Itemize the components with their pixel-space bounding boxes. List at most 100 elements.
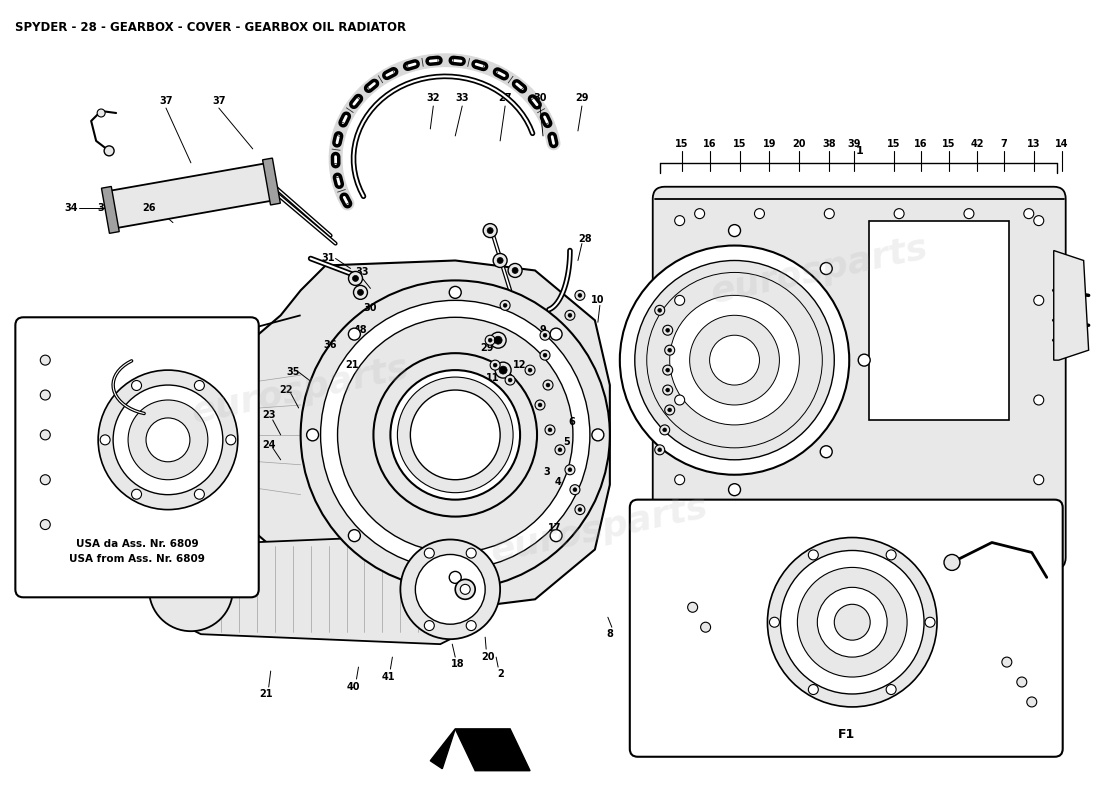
- Circle shape: [798, 567, 908, 677]
- Text: 42: 42: [970, 139, 983, 149]
- Text: 15: 15: [675, 139, 689, 149]
- Bar: [869, 221, 1009, 420]
- Text: 14: 14: [1055, 139, 1068, 149]
- Circle shape: [41, 355, 51, 365]
- Circle shape: [666, 328, 670, 332]
- Text: 27: 27: [498, 93, 512, 103]
- Text: 17: 17: [548, 522, 562, 533]
- Text: 50: 50: [95, 332, 108, 342]
- Text: 36: 36: [323, 340, 338, 350]
- Circle shape: [662, 326, 673, 335]
- Text: 16: 16: [703, 139, 716, 149]
- Text: 29: 29: [575, 93, 589, 103]
- Circle shape: [1016, 677, 1026, 687]
- Text: 30: 30: [364, 303, 377, 314]
- Text: 49: 49: [156, 332, 169, 342]
- Circle shape: [544, 425, 556, 435]
- Circle shape: [485, 335, 495, 345]
- Circle shape: [493, 363, 497, 367]
- Text: 33: 33: [355, 267, 370, 278]
- Text: 29: 29: [481, 343, 494, 353]
- Circle shape: [113, 385, 223, 494]
- Circle shape: [546, 383, 550, 387]
- Circle shape: [100, 435, 110, 445]
- Circle shape: [592, 429, 604, 441]
- Circle shape: [688, 602, 697, 612]
- Text: 12: 12: [689, 607, 703, 618]
- Circle shape: [834, 604, 870, 640]
- Text: 47: 47: [1008, 687, 1022, 697]
- Polygon shape: [455, 729, 530, 770]
- Text: 15: 15: [943, 139, 956, 149]
- Circle shape: [944, 554, 960, 570]
- Text: 26: 26: [142, 202, 156, 213]
- Circle shape: [674, 295, 684, 306]
- Circle shape: [568, 468, 572, 472]
- Circle shape: [578, 294, 582, 298]
- Text: 30: 30: [34, 530, 48, 539]
- Circle shape: [768, 538, 937, 707]
- Circle shape: [664, 345, 674, 355]
- Text: 44: 44: [769, 514, 782, 525]
- Circle shape: [635, 261, 834, 460]
- Circle shape: [495, 362, 512, 378]
- Circle shape: [491, 360, 501, 370]
- Circle shape: [666, 388, 670, 392]
- Text: 39: 39: [847, 139, 861, 149]
- Text: 28: 28: [579, 234, 592, 243]
- Circle shape: [307, 429, 319, 441]
- Polygon shape: [226, 261, 609, 610]
- Circle shape: [425, 621, 435, 630]
- Text: 22: 22: [279, 385, 293, 395]
- Circle shape: [662, 365, 673, 375]
- Text: 7: 7: [1001, 139, 1008, 149]
- Circle shape: [195, 490, 205, 499]
- Circle shape: [668, 408, 672, 412]
- Text: 29: 29: [58, 539, 72, 550]
- Text: 9: 9: [540, 326, 547, 335]
- Circle shape: [320, 300, 590, 570]
- Circle shape: [887, 685, 896, 694]
- FancyBboxPatch shape: [630, 500, 1063, 757]
- Text: 37: 37: [212, 96, 226, 106]
- Circle shape: [821, 446, 833, 458]
- Circle shape: [493, 254, 507, 267]
- Circle shape: [1034, 216, 1044, 226]
- Circle shape: [505, 375, 515, 385]
- Circle shape: [503, 303, 507, 307]
- Circle shape: [449, 571, 461, 583]
- Circle shape: [808, 685, 818, 694]
- Circle shape: [858, 354, 870, 366]
- Text: 30: 30: [534, 93, 547, 103]
- Circle shape: [416, 554, 485, 624]
- Text: 35: 35: [286, 367, 299, 377]
- Circle shape: [540, 350, 550, 360]
- Circle shape: [449, 286, 461, 298]
- Circle shape: [674, 395, 684, 405]
- Circle shape: [132, 381, 142, 390]
- Text: 47: 47: [708, 514, 723, 525]
- Text: eurosparts: eurosparts: [488, 490, 712, 569]
- Circle shape: [226, 435, 235, 445]
- Circle shape: [508, 378, 513, 382]
- Text: 46: 46: [992, 670, 1005, 680]
- Text: 4: 4: [554, 477, 561, 486]
- Circle shape: [690, 315, 780, 405]
- Circle shape: [674, 474, 684, 485]
- Text: eurosparts: eurosparts: [707, 231, 931, 310]
- Circle shape: [455, 579, 475, 599]
- Circle shape: [570, 485, 580, 494]
- Polygon shape: [180, 534, 460, 644]
- Circle shape: [338, 318, 573, 553]
- Circle shape: [575, 505, 585, 514]
- Text: 31: 31: [322, 254, 335, 263]
- Circle shape: [1026, 697, 1037, 707]
- Text: 25: 25: [495, 417, 509, 427]
- Text: 32: 32: [427, 93, 440, 103]
- Circle shape: [494, 336, 502, 344]
- Text: SPYDER - 28 - GEARBOX - COVER - GEARBOX OIL RADIATOR: SPYDER - 28 - GEARBOX - COVER - GEARBOX …: [15, 22, 407, 34]
- Circle shape: [349, 328, 361, 340]
- Circle shape: [658, 308, 662, 312]
- Text: 10: 10: [591, 295, 605, 306]
- Circle shape: [195, 381, 205, 390]
